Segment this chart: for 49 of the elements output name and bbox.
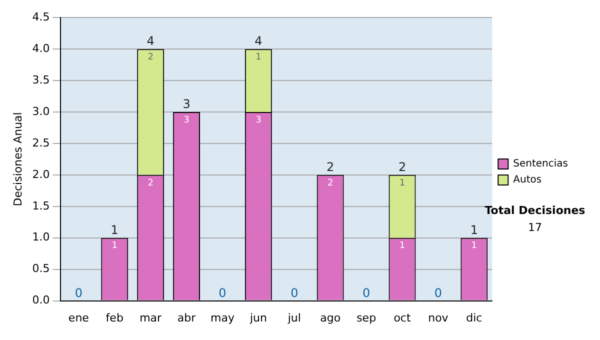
- x-tick-label: dic: [466, 311, 482, 324]
- y-tick-label: 4.5: [32, 10, 50, 24]
- total-label: 0: [74, 286, 82, 300]
- total-label: 2: [326, 160, 334, 174]
- total-label: 2: [398, 160, 406, 174]
- y-axis-title: Decisiones Anual: [11, 112, 24, 206]
- y-tick-label: 0.5: [32, 262, 50, 276]
- total-label: 1: [470, 222, 478, 237]
- y-tick-label: 1.0: [32, 230, 50, 244]
- x-tick-label: may: [210, 311, 235, 324]
- text: 17: [527, 221, 543, 234]
- y-tick-label: 4.0: [32, 42, 50, 55]
- data-label: 1: [399, 241, 406, 252]
- x-tick-label: mar: [140, 311, 162, 324]
- y-tick-label: 2.5: [32, 136, 50, 150]
- y-tick-label: 3.5: [32, 73, 50, 86]
- data-label: 2: [148, 178, 154, 188]
- data-label: 3: [184, 115, 190, 126]
- x-tick-label: feb: [106, 311, 124, 324]
- data-label: 2: [148, 52, 154, 62]
- y-tick-label: 0.0: [32, 294, 50, 307]
- data-label: 3: [256, 115, 262, 126]
- data-label: 2: [327, 178, 334, 188]
- total-label: 0: [362, 286, 370, 300]
- x-tick-label: jul: [286, 311, 301, 324]
- x-tick-label: ago: [320, 311, 341, 324]
- y-tick-label: 3.0: [32, 104, 50, 118]
- total-label: 4: [254, 34, 262, 48]
- total-label: 0: [290, 286, 298, 300]
- total-label: 3: [182, 97, 190, 112]
- total-label: 1: [110, 222, 118, 237]
- y-tick-label: 2.0: [32, 168, 50, 181]
- data-label: 1: [112, 241, 118, 252]
- total-label: 4: [146, 34, 154, 48]
- total-label: 0: [218, 286, 226, 300]
- x-tick-label: sep: [356, 311, 376, 324]
- data-label: 1: [256, 52, 262, 62]
- x-tick-label: ene: [68, 311, 90, 324]
- annotation: Total Decisiones: [484, 204, 586, 217]
- x-tick-label: oct: [394, 311, 412, 324]
- y-tick-label: 1.5: [32, 199, 50, 212]
- x-tick-label: abr: [177, 311, 196, 324]
- x-tick-label: nov: [428, 311, 449, 324]
- legend-label: Autos: [513, 174, 542, 186]
- x-tick-label: jun: [248, 311, 267, 324]
- data-label: 1: [471, 241, 478, 252]
- legend-label: Sentencias: [513, 158, 568, 170]
- total-label: 0: [434, 286, 442, 300]
- data-label: 1: [399, 178, 406, 188]
